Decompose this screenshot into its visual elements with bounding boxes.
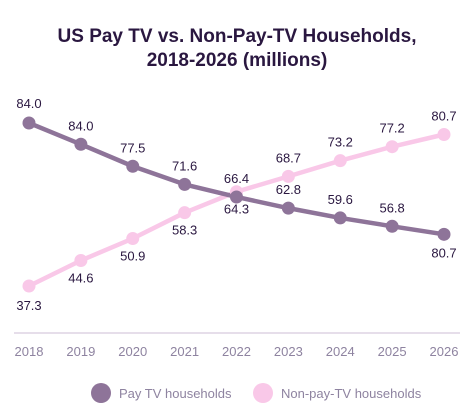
x-tick-label: 2018 xyxy=(15,344,44,359)
legend-marker-pay-tv xyxy=(91,383,111,403)
data-point-pay-tv xyxy=(74,137,88,151)
chart-title-line-2: 2018-2026 (millions) xyxy=(146,50,328,71)
x-tick-label: 2019 xyxy=(66,344,95,359)
legend-marker-non-pay-tv xyxy=(253,383,273,403)
data-label-pay-tv: 71.6 xyxy=(172,158,197,173)
data-point-pay-tv xyxy=(126,159,140,173)
x-tick-label: 2020 xyxy=(118,344,147,359)
data-point-non-pay-tv xyxy=(74,253,88,267)
data-label-pay-tv: 84.0 xyxy=(16,96,41,111)
data-point-pay-tv xyxy=(437,227,451,241)
legend-label-non-pay-tv: Non-pay-TV households xyxy=(281,386,422,401)
chart-title-line-1: US Pay TV vs. Non-Pay-TV Households, xyxy=(57,26,417,47)
data-point-pay-tv xyxy=(281,201,295,215)
data-label-non-pay-tv: 77.2 xyxy=(379,121,404,136)
data-point-non-pay-tv xyxy=(333,154,347,168)
data-label-non-pay-tv: 50.9 xyxy=(120,249,145,264)
data-point-pay-tv xyxy=(230,190,243,204)
data-point-non-pay-tv xyxy=(385,140,399,154)
x-tick-label: 2021 xyxy=(170,344,199,359)
data-label-non-pay-tv: 80.7 xyxy=(431,108,456,123)
x-tick-label: 2022 xyxy=(222,344,251,359)
data-point-pay-tv xyxy=(385,219,399,233)
data-label-pay-tv: 77.5 xyxy=(120,140,145,155)
data-point-pay-tv xyxy=(22,116,36,130)
data-labels: 84.0 84.0 77.5 71.6 66.4 62.8 59.6 56.8 80.7 37.3… xyxy=(16,96,456,313)
legend: Pay TV households Non-pay-TV households xyxy=(91,383,422,403)
data-label-non-pay-tv: 68.7 xyxy=(276,150,301,165)
data-point-non-pay-tv xyxy=(178,206,192,220)
data-label-non-pay-tv: 37.3 xyxy=(16,298,41,313)
data-label-non-pay-tv: 64.3 xyxy=(224,202,249,217)
legend-label-pay-tv: Pay TV households xyxy=(119,386,232,401)
data-label-non-pay-tv: 44.6 xyxy=(68,270,93,285)
x-axis: 2018 2019 2020 2021 2022 2023 2024 2025 2026 xyxy=(14,332,460,359)
x-tick-label: 2026 xyxy=(430,344,459,359)
data-point-pay-tv xyxy=(178,177,192,191)
data-point-pay-tv xyxy=(333,211,347,225)
data-label-pay-tv: 80.7 xyxy=(431,245,456,260)
data-label-pay-tv: 59.6 xyxy=(328,192,353,207)
data-label-non-pay-tv: 73.2 xyxy=(328,135,353,150)
data-point-non-pay-tv xyxy=(126,232,140,246)
series-points xyxy=(22,116,451,293)
data-label-pay-tv: 62.8 xyxy=(276,182,301,197)
data-label-non-pay-tv: 58.3 xyxy=(172,223,197,238)
data-point-non-pay-tv xyxy=(281,169,295,183)
data-label-pay-tv: 84.0 xyxy=(68,118,93,133)
data-label-pay-tv: 56.8 xyxy=(379,200,404,215)
x-tick-label: 2024 xyxy=(326,344,355,359)
x-tick-label: 2025 xyxy=(378,344,407,359)
data-point-non-pay-tv xyxy=(22,279,36,293)
x-tick-label: 2023 xyxy=(274,344,303,359)
data-point-non-pay-tv xyxy=(437,127,451,141)
data-label-pay-tv: 66.4 xyxy=(224,171,249,186)
